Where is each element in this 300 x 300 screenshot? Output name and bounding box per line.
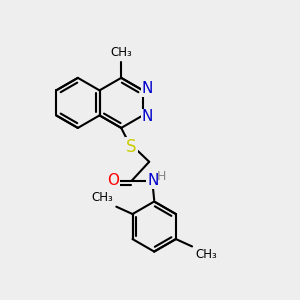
Text: CH₃: CH₃ <box>92 191 113 204</box>
Text: O: O <box>107 173 119 188</box>
Text: N: N <box>141 110 153 124</box>
Text: N: N <box>141 81 153 96</box>
Text: CH₃: CH₃ <box>195 248 217 261</box>
Text: N: N <box>147 173 158 188</box>
Text: H: H <box>156 170 166 183</box>
Text: S: S <box>126 138 137 156</box>
Text: CH₃: CH₃ <box>110 46 132 59</box>
